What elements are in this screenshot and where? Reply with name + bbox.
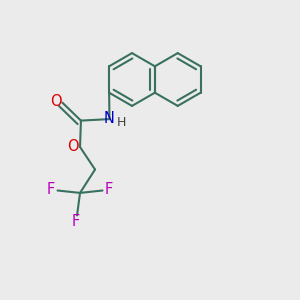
- Text: H: H: [117, 116, 126, 129]
- Text: F: F: [105, 182, 113, 197]
- Text: O: O: [50, 94, 62, 109]
- Text: F: F: [71, 214, 80, 229]
- Text: N: N: [104, 111, 115, 126]
- Text: O: O: [68, 139, 79, 154]
- Text: F: F: [47, 182, 55, 197]
